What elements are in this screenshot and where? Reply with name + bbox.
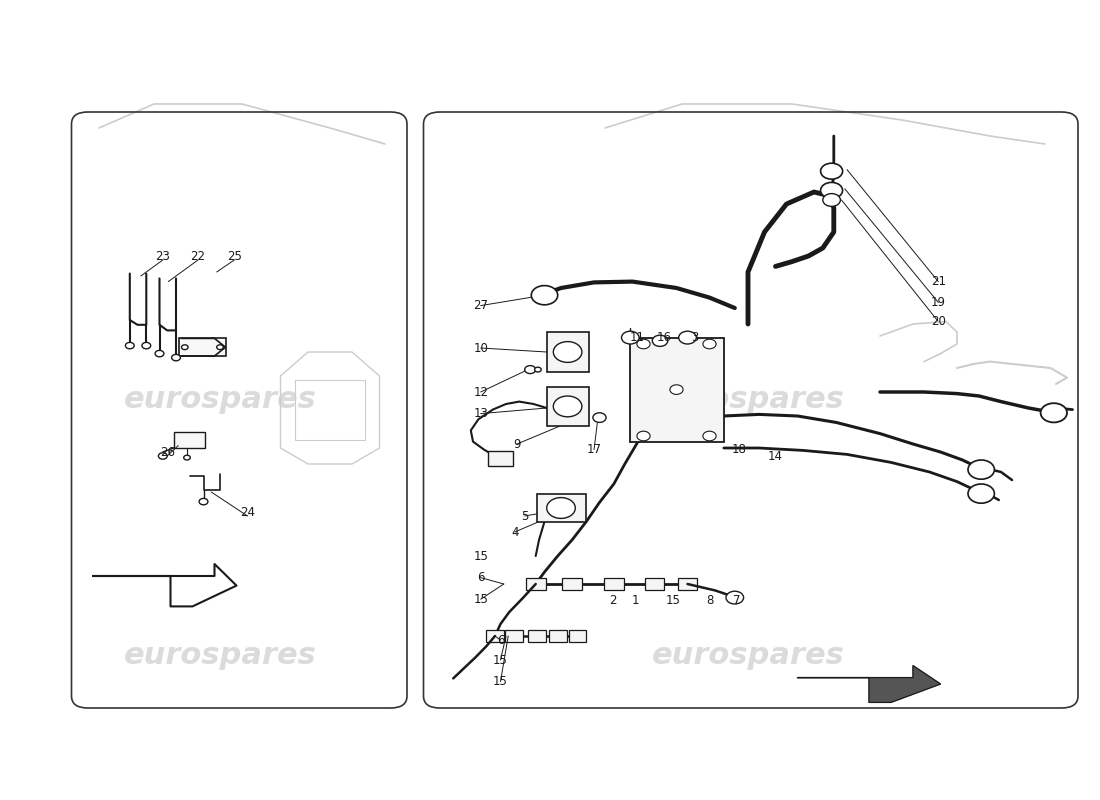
Circle shape (217, 345, 223, 350)
Circle shape (679, 331, 696, 344)
Circle shape (621, 331, 639, 344)
Text: 20: 20 (931, 315, 946, 328)
Text: 12: 12 (473, 386, 488, 398)
Text: 7: 7 (734, 594, 740, 607)
Circle shape (172, 354, 180, 361)
Circle shape (821, 163, 843, 179)
Circle shape (821, 182, 843, 198)
Text: 16: 16 (657, 331, 672, 344)
Circle shape (125, 342, 134, 349)
Circle shape (637, 431, 650, 441)
Text: eurospares: eurospares (123, 386, 317, 414)
Text: 11: 11 (629, 331, 645, 344)
Bar (645, 578, 664, 590)
Bar (488, 451, 513, 466)
Text: 15: 15 (493, 675, 508, 688)
Text: 10: 10 (473, 342, 488, 354)
Bar (569, 630, 586, 642)
Circle shape (199, 498, 208, 505)
Text: 15: 15 (666, 594, 681, 607)
Bar (179, 338, 226, 356)
Circle shape (593, 413, 606, 422)
Text: eurospares: eurospares (651, 386, 845, 414)
Circle shape (726, 591, 744, 604)
Text: 6: 6 (477, 571, 484, 584)
Text: 4: 4 (512, 526, 518, 538)
Bar (562, 578, 582, 590)
Bar (604, 578, 624, 590)
Bar (537, 494, 586, 522)
Text: 23: 23 (155, 250, 170, 262)
Polygon shape (798, 666, 940, 702)
Circle shape (703, 339, 716, 349)
Circle shape (652, 335, 668, 346)
Circle shape (142, 342, 151, 349)
Text: 2: 2 (609, 594, 616, 607)
Text: 6: 6 (497, 634, 504, 646)
Bar (486, 630, 504, 642)
Text: eurospares: eurospares (651, 642, 845, 670)
Bar (528, 630, 546, 642)
Bar (630, 338, 724, 442)
Bar (678, 578, 697, 590)
Polygon shape (94, 564, 236, 606)
Text: 1: 1 (632, 594, 639, 607)
Circle shape (184, 455, 190, 460)
Text: 25: 25 (227, 250, 242, 262)
Bar (547, 387, 589, 426)
Text: 27: 27 (473, 299, 488, 312)
Circle shape (823, 194, 840, 206)
Circle shape (1041, 403, 1067, 422)
Text: 8: 8 (706, 594, 713, 607)
Text: 13: 13 (473, 407, 488, 420)
Circle shape (553, 396, 582, 417)
Text: 15: 15 (493, 654, 508, 666)
Bar (549, 630, 566, 642)
Circle shape (547, 498, 575, 518)
Circle shape (182, 345, 188, 350)
Bar (547, 332, 589, 372)
Circle shape (525, 366, 536, 374)
Text: 21: 21 (931, 275, 946, 288)
Text: 5: 5 (521, 510, 528, 522)
Text: 24: 24 (240, 506, 255, 518)
Text: 14: 14 (768, 450, 783, 462)
Circle shape (535, 367, 541, 372)
Text: 17: 17 (586, 443, 602, 456)
Text: 18: 18 (732, 443, 747, 456)
Circle shape (968, 460, 994, 479)
Text: 26: 26 (160, 446, 175, 458)
Circle shape (155, 350, 164, 357)
Text: 22: 22 (190, 250, 206, 262)
Text: 3: 3 (692, 331, 698, 344)
Text: 9: 9 (514, 438, 520, 450)
Bar (174, 432, 205, 448)
Circle shape (553, 342, 582, 362)
Circle shape (158, 453, 167, 459)
Circle shape (670, 385, 683, 394)
Text: 15: 15 (473, 550, 488, 563)
Text: eurospares: eurospares (123, 642, 317, 670)
Text: 19: 19 (931, 296, 946, 309)
Circle shape (703, 431, 716, 441)
Circle shape (968, 484, 994, 503)
Circle shape (531, 286, 558, 305)
Bar (526, 578, 546, 590)
Circle shape (637, 339, 650, 349)
Text: 15: 15 (473, 593, 488, 606)
Bar (505, 630, 522, 642)
